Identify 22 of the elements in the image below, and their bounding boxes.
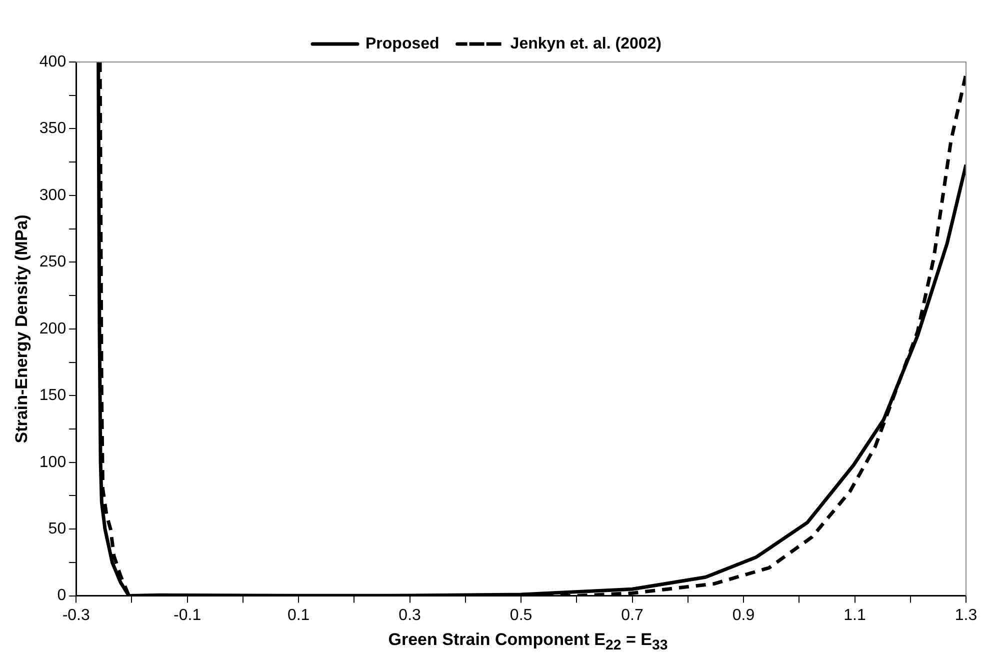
y-tick-label: 150 bbox=[39, 387, 66, 404]
legend-label: Jenkyn et. al. (2002) bbox=[510, 35, 662, 52]
x-axis-title: Green Strain Component E$_{22}$ = E$_{33}$ bbox=[387, 630, 669, 654]
x-tick-label: 0.7 bbox=[621, 606, 644, 624]
y-tick-label: 0 bbox=[57, 587, 66, 604]
x-tick-label: 0.3 bbox=[398, 606, 422, 624]
legend-label: Proposed bbox=[366, 35, 440, 52]
x-tick-label: 1.3 bbox=[954, 606, 978, 624]
y-tick-label: 300 bbox=[39, 186, 66, 204]
x-tick-label: 0.5 bbox=[510, 606, 532, 624]
x-tick-label: 0.1 bbox=[287, 606, 310, 624]
x-tick-label: -0.1 bbox=[174, 606, 202, 624]
y-axis-title: Strain-Energy Density (MPa) bbox=[12, 214, 31, 444]
x-tick-label: 0.9 bbox=[732, 606, 755, 624]
x-tick-label: 1.1 bbox=[844, 606, 866, 624]
y-tick-label: 250 bbox=[39, 254, 66, 271]
y-tick-label: 350 bbox=[39, 120, 66, 138]
y-tick-label: 400 bbox=[39, 53, 66, 70]
y-tick-label: 200 bbox=[39, 320, 66, 338]
y-tick-label: 50 bbox=[48, 520, 66, 538]
y-tick-label: 100 bbox=[39, 454, 66, 471]
x-tick-label: -0.3 bbox=[62, 606, 90, 624]
